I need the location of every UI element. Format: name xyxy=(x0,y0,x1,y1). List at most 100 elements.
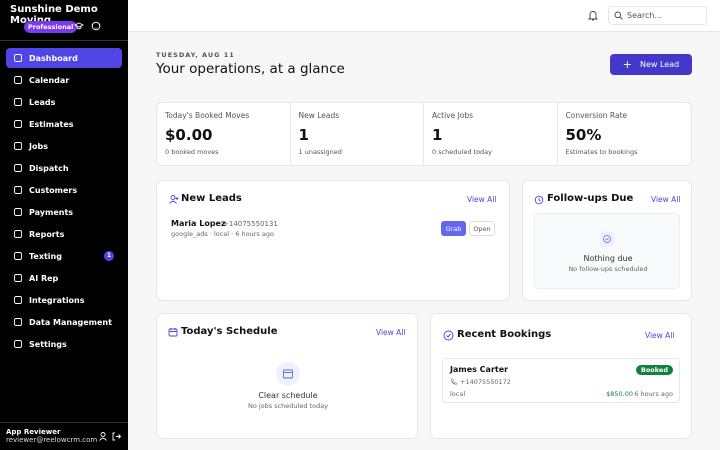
booking-amount: $850.00 xyxy=(606,390,633,398)
nav-label: Leads xyxy=(29,97,56,107)
nav-item[interactable]: Leads xyxy=(6,92,122,112)
nav-item[interactable]: Data Management xyxy=(6,312,122,332)
nav-label: Texting xyxy=(29,251,62,261)
nav-label: AI Rep xyxy=(29,273,59,283)
clock-icon xyxy=(534,195,544,205)
booking-name: James Carter xyxy=(450,365,509,374)
card-title: Follow-ups Due xyxy=(547,193,634,204)
nav-item[interactable]: Dashboard xyxy=(6,48,122,68)
nav-icon xyxy=(14,318,22,326)
nav-icon xyxy=(14,340,22,348)
divider xyxy=(0,422,128,423)
lead-phone: +14075550131 xyxy=(223,220,278,228)
help-icon[interactable] xyxy=(91,21,101,31)
nav-item[interactable]: Texting 1 xyxy=(6,246,122,266)
stat-sub: 1 unassigned xyxy=(298,148,342,156)
booking-location: local xyxy=(450,390,466,398)
nav-icon xyxy=(14,296,22,304)
stat: Conversion Rate 50% Estimates to bookings xyxy=(558,103,692,165)
status-badge: Booked xyxy=(635,365,673,375)
nav-label: Data Management xyxy=(29,317,112,327)
nav-label: Calendar xyxy=(29,75,70,85)
nav-item[interactable]: Dispatch xyxy=(6,158,122,178)
nav-item[interactable]: Reports xyxy=(6,224,122,244)
stats-card: Today's Booked Moves $0.00 0 booked moves N… xyxy=(156,102,692,166)
nav-icon xyxy=(14,142,22,150)
divider xyxy=(0,40,128,41)
booking-phone: +14075550172 xyxy=(460,378,511,386)
schedule-card: Today's Schedule View All Clear schedule… xyxy=(156,313,418,439)
nav-item[interactable]: Jobs xyxy=(6,136,122,156)
profile-icon[interactable] xyxy=(99,432,107,441)
check-icon xyxy=(599,231,615,247)
check-icon xyxy=(443,330,454,341)
nav-item[interactable]: Integrations xyxy=(6,290,122,310)
booking-time: 6 hours ago xyxy=(634,390,673,398)
nav-icon xyxy=(14,186,22,194)
nav-label: Dispatch xyxy=(29,163,69,173)
date: TUESDAY, AUG 11 xyxy=(156,51,235,59)
calendar-icon xyxy=(168,328,178,337)
nav-icon xyxy=(14,120,22,128)
card-title: Today's Schedule xyxy=(181,326,278,337)
user-email: reviewer@reelowcrm.com xyxy=(6,436,98,444)
nav-icon xyxy=(14,252,22,260)
nav-label: Estimates xyxy=(29,119,74,129)
nav-item[interactable]: Settings xyxy=(6,334,122,354)
followups-card: Follow-ups Due View All Nothing due No f… xyxy=(522,180,692,301)
stat: New Leads 1 1 unassigned xyxy=(291,103,424,165)
logout-icon[interactable] xyxy=(112,432,121,441)
nav-item[interactable]: Customers xyxy=(6,180,122,200)
empty-state: Nothing due No follow-ups scheduled xyxy=(534,213,680,289)
booking-item[interactable]: James Carter Booked +14075550172 local $… xyxy=(442,358,680,403)
stat-label: Today's Booked Moves xyxy=(165,111,250,120)
grab-button[interactable]: Grab xyxy=(441,221,466,236)
leads-icon xyxy=(169,195,179,204)
stat-label: New Leads xyxy=(298,111,340,120)
nav-item[interactable]: AI Rep xyxy=(6,268,122,288)
stat-sub: 0 booked moves xyxy=(165,148,219,156)
button-label: New Lead xyxy=(640,60,680,69)
nav-label: Dashboard xyxy=(29,53,78,63)
view-all-link[interactable]: View All xyxy=(651,195,681,204)
nav-item[interactable]: Calendar xyxy=(6,70,122,90)
stat: Active Jobs 1 0 scheduled today xyxy=(424,103,558,165)
stat-sub: Estimates to bookings xyxy=(565,148,638,156)
view-all-link[interactable]: View All xyxy=(467,195,497,204)
lead-meta: google_ads · local · 6 hours ago xyxy=(171,230,274,238)
sidebar: Sunshine Demo Moving Professional Dashbo… xyxy=(0,0,128,450)
nav-icon xyxy=(14,76,22,84)
empty-sub: No jobs scheduled today xyxy=(247,402,329,410)
nav-label: Payments xyxy=(29,207,74,217)
search-input[interactable]: Search... xyxy=(608,6,707,25)
stat-value: 1 xyxy=(432,126,443,144)
search-icon xyxy=(614,11,623,20)
bookings-card: Recent Bookings View All James Carter Bo… xyxy=(430,313,692,439)
stat-value: $0.00 xyxy=(165,126,213,144)
nav-icon xyxy=(14,274,22,282)
nav-label: Jobs xyxy=(29,141,48,151)
card-title: New Leads xyxy=(181,193,242,204)
phone-icon xyxy=(450,378,457,385)
new-lead-button[interactable]: + New Lead xyxy=(610,54,692,75)
lead-name: Maria Lopez xyxy=(171,219,226,228)
stat-value: 50% xyxy=(565,126,602,144)
page-title: Your operations, at a glance xyxy=(156,61,345,77)
nav-item[interactable]: Payments xyxy=(6,202,122,222)
view-all-link[interactable]: View All xyxy=(645,331,675,340)
company-name: Sunshine Demo Moving xyxy=(10,4,98,26)
nav-icon xyxy=(14,98,22,106)
nav-icon xyxy=(14,164,22,172)
plan-badge: Professional xyxy=(24,21,78,33)
calendar-badge xyxy=(276,362,300,386)
search-placeholder: Search... xyxy=(627,11,663,20)
plan-icon[interactable] xyxy=(74,22,84,30)
nav-icon xyxy=(14,208,22,216)
user-name: App Reviewer xyxy=(6,428,61,436)
view-all-link[interactable]: View All xyxy=(376,328,406,337)
open-button[interactable]: Open xyxy=(469,221,495,236)
nav-item[interactable]: Estimates xyxy=(6,114,122,134)
stat: Today's Booked Moves $0.00 0 booked moves xyxy=(157,103,291,165)
notifications[interactable] xyxy=(588,10,598,21)
